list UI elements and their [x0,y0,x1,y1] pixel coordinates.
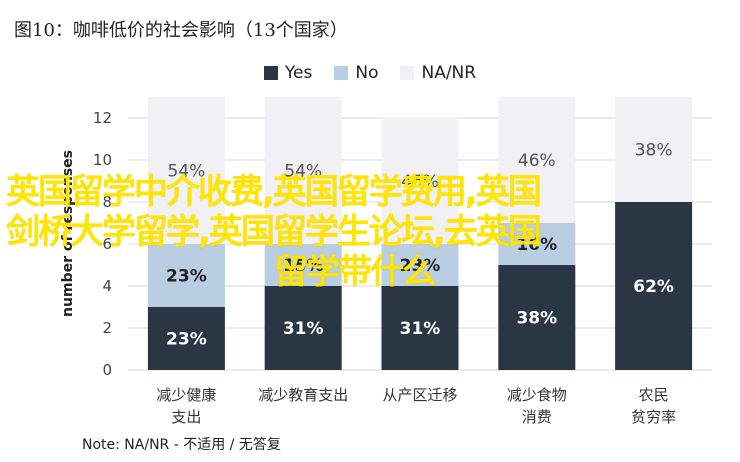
y-tick-label: 2 [102,319,112,337]
y-axis-label: number of responses [60,150,76,317]
data-label: 23% [166,267,207,287]
x-tick-label: 减少食物 [507,386,567,404]
y-tick-label: 0 [102,361,112,379]
y-tick-label: 6 [102,235,112,253]
legend-label: NA/NR [421,63,477,83]
x-tick-label: 农民 [639,386,669,404]
bar-segment [498,97,576,223]
bar-segment [615,97,693,202]
data-label: 16% [516,235,557,255]
x-tick-label: 消费 [522,408,552,426]
bar-segment [381,286,459,370]
legend-item: Yes [263,63,313,83]
legend-swatch [263,66,278,80]
data-label: 54% [284,162,322,182]
x-tick-label: 从产区迁移 [382,386,457,404]
bar-segment [615,202,693,370]
legend-label: No [355,63,379,83]
bar-segment [147,97,225,244]
bar-segment [498,223,576,265]
data-label: 15% [283,256,324,276]
legend: Yes No NA/NR [0,62,740,84]
legend-label: Yes [284,63,313,83]
data-label: 62% [633,277,674,297]
data-label: 23% [166,330,207,350]
bar-segment [381,118,459,244]
y-tick-label: 4 [102,277,112,295]
x-tick-label: 减少教育支出 [258,386,348,404]
bar-segment [264,244,342,286]
legend-swatch [400,66,415,80]
bar-segment [264,97,342,244]
chart-note: Note: NA/NR - 不适用 / 无答复 [82,437,281,453]
legend-swatch [334,66,349,80]
data-label: 31% [400,319,441,339]
legend-item: No [334,63,378,83]
bar-segment [381,244,459,286]
data-label: 23% [400,256,441,276]
data-label: 46% [401,172,439,192]
data-label: 38% [635,141,673,161]
y-tick-label: 8 [102,193,112,211]
data-label: 54% [168,162,206,182]
data-label: 31% [283,319,324,339]
y-tick-label: 12 [93,109,112,127]
y-tick-label: 10 [93,151,112,169]
bar-segment [498,265,576,370]
data-label: 38% [516,309,557,329]
bar-segment [147,307,225,370]
chart-title: 图10：咖啡低价的社会影响（13个国家） [14,20,348,41]
legend-item: NA/NR [400,63,476,83]
data-label: 46% [518,151,556,171]
bar-segment [147,244,225,307]
x-tick-label: 支出 [171,408,201,426]
x-tick-label: 减少健康 [156,386,216,404]
bar-segment [264,286,342,370]
x-tick-label: 贫穷率 [631,408,676,426]
